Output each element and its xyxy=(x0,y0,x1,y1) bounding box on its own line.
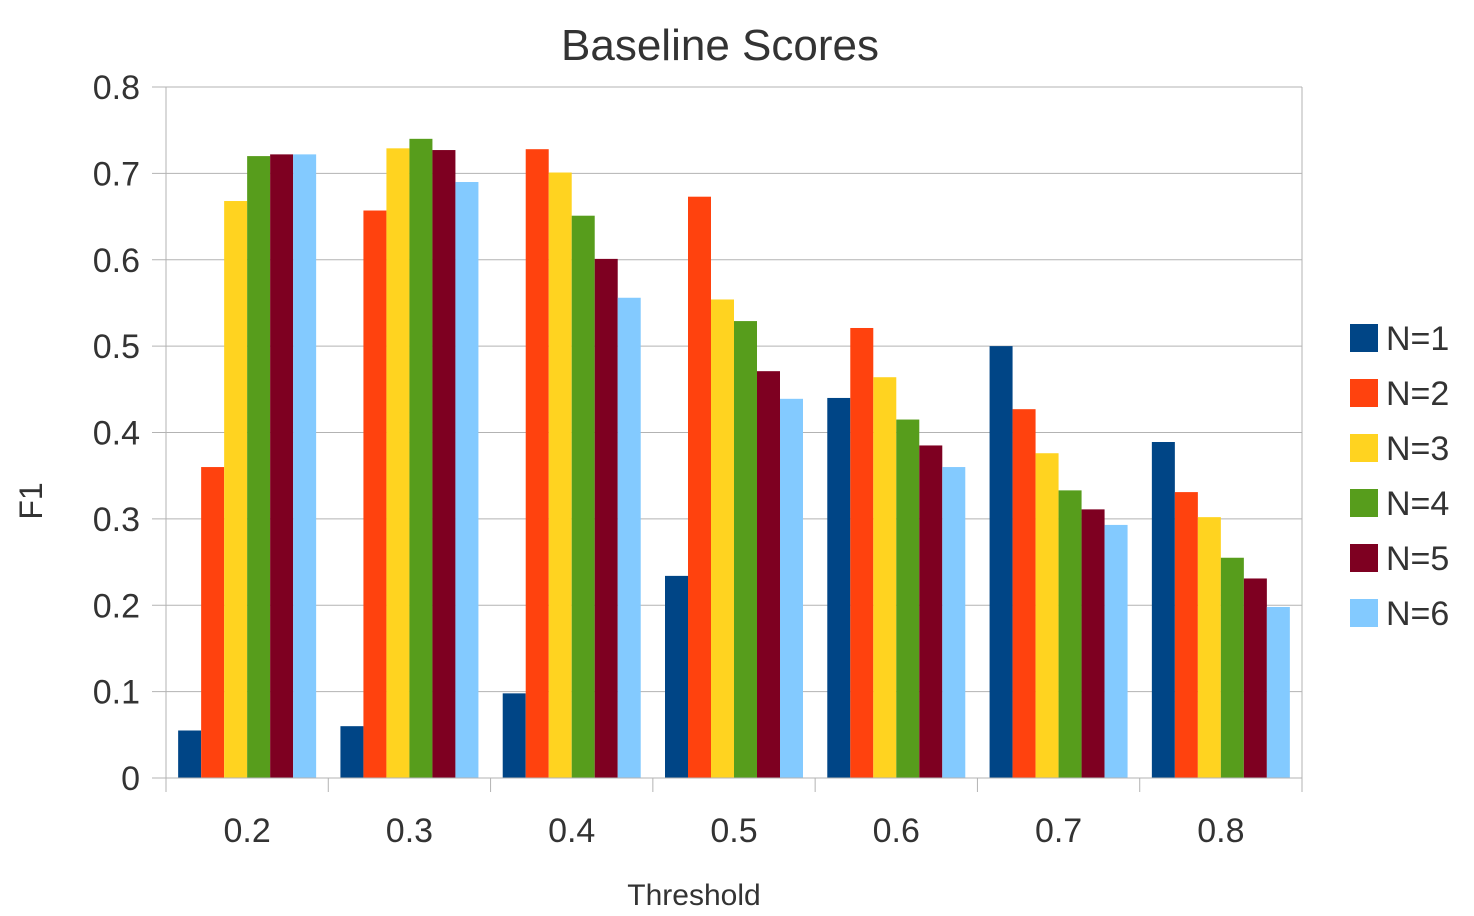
x-tick-label: 0.6 xyxy=(873,812,920,850)
bar xyxy=(293,154,317,778)
legend-swatch xyxy=(1350,599,1378,627)
bar xyxy=(455,182,479,778)
bar xyxy=(409,138,433,778)
legend-label: N=3 xyxy=(1386,430,1449,468)
x-tick-label: 0.5 xyxy=(710,812,757,850)
legend-swatch xyxy=(1350,379,1378,407)
y-tick-label: 0 xyxy=(121,760,140,798)
bar xyxy=(850,327,874,778)
y-tick-label: 0.3 xyxy=(93,501,140,539)
bar xyxy=(386,148,410,779)
bar xyxy=(989,346,1013,778)
x-tick-label: 0.2 xyxy=(224,812,271,850)
x-tick-label: 0.7 xyxy=(1035,812,1082,850)
bar xyxy=(1058,490,1082,778)
y-tick-label: 0.1 xyxy=(93,674,140,712)
x-tick-labels: 0.2 0.3 0.4 0.5 0.6 0.7 0.8 xyxy=(224,812,1245,850)
legend-label: N=2 xyxy=(1386,375,1449,413)
bar xyxy=(780,398,803,778)
bar xyxy=(201,467,225,778)
bar xyxy=(1197,517,1221,778)
bar xyxy=(340,726,364,778)
bar xyxy=(711,299,734,778)
x-tick-label: 0.4 xyxy=(548,812,595,850)
bar xyxy=(1266,606,1290,778)
legend: N=1 N=2 N=3 N=4 N=5 N=6 xyxy=(1350,320,1449,633)
bar xyxy=(942,467,966,778)
x-tick-label: 0.8 xyxy=(1197,812,1244,850)
bar xyxy=(502,693,526,778)
legend-swatch xyxy=(1350,434,1378,462)
bar xyxy=(1012,409,1036,778)
y-tick-labels: 0 0.1 0.2 0.3 0.4 0.5 0.6 0.7 0.8 xyxy=(93,69,140,798)
bar xyxy=(665,575,688,778)
y-axis-label: F1 xyxy=(13,482,49,519)
y-tick-label: 0.5 xyxy=(93,328,140,366)
y-tick-label: 0.2 xyxy=(93,587,140,625)
legend-label: N=4 xyxy=(1386,485,1449,523)
x-tick-label: 0.3 xyxy=(386,812,433,850)
bar xyxy=(1081,509,1105,778)
bar xyxy=(594,258,618,779)
legend-label: N=6 xyxy=(1386,595,1449,633)
bar xyxy=(178,730,202,778)
bar xyxy=(617,297,641,778)
bar xyxy=(363,210,387,779)
bar xyxy=(873,377,897,778)
legend-label: N=5 xyxy=(1386,540,1449,578)
bar xyxy=(548,172,572,779)
chart-title: Baseline Scores xyxy=(561,21,879,70)
bar xyxy=(571,215,595,779)
bar xyxy=(1104,524,1128,778)
bar xyxy=(247,156,271,779)
bars xyxy=(178,138,1290,779)
x-axis-label: Threshold xyxy=(627,879,760,912)
axes xyxy=(165,87,1303,792)
legend-label: N=1 xyxy=(1386,320,1449,358)
bar xyxy=(1243,578,1267,778)
bar xyxy=(896,419,920,778)
bar xyxy=(270,154,294,778)
y-tick-label: 0.6 xyxy=(93,242,140,280)
bar xyxy=(757,371,780,778)
bar xyxy=(1035,453,1059,778)
legend-swatch xyxy=(1350,489,1378,517)
bar xyxy=(734,321,757,778)
y-tick-label: 0.8 xyxy=(93,69,140,107)
legend-swatch xyxy=(1350,544,1378,572)
bar xyxy=(224,201,248,778)
y-tick-label: 0.4 xyxy=(93,415,140,453)
y-tick-label: 0.7 xyxy=(93,155,140,193)
bar xyxy=(1220,557,1244,778)
bar xyxy=(525,149,549,778)
legend-swatch xyxy=(1350,324,1378,352)
bar xyxy=(827,397,851,778)
bar xyxy=(432,150,456,778)
bar xyxy=(1151,442,1175,778)
bar xyxy=(1174,492,1198,778)
bar xyxy=(688,196,711,779)
bar xyxy=(919,445,943,778)
